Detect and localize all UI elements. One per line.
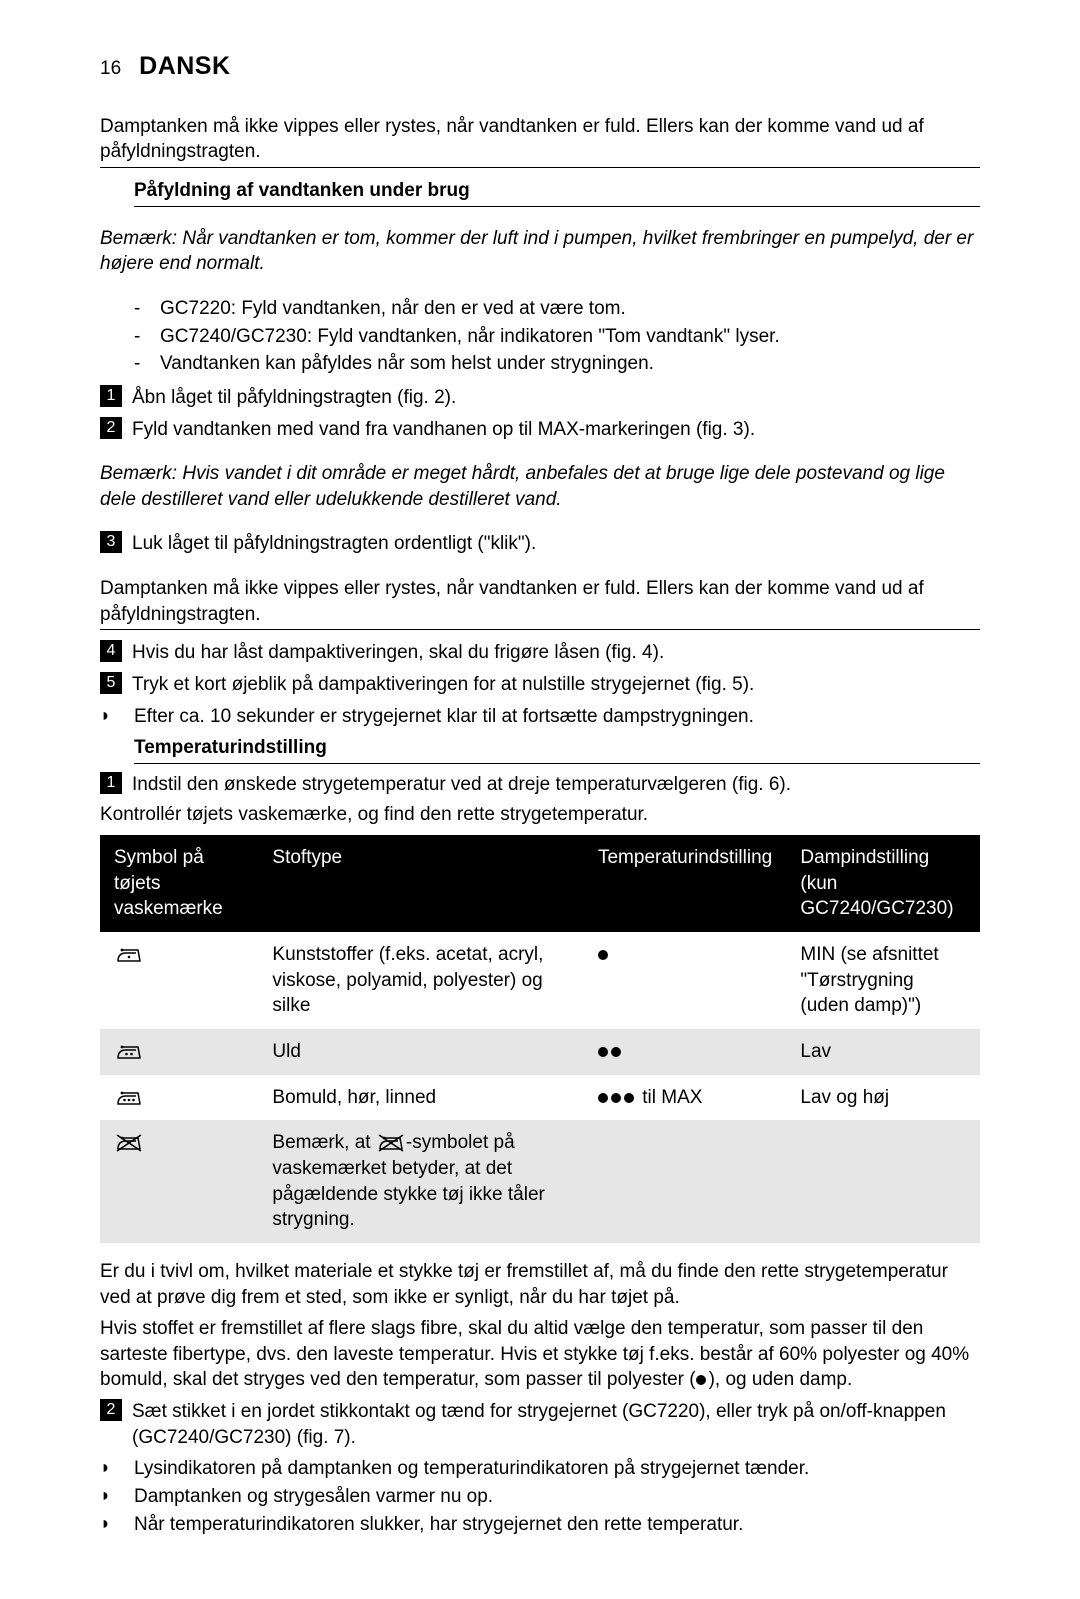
- cell-symbol: [100, 932, 258, 1029]
- dash-icon: -: [134, 296, 142, 322]
- table-row: Uld Lav: [100, 1029, 980, 1075]
- cell-steam: [786, 1120, 980, 1243]
- dot-icon: [598, 950, 608, 960]
- dash-icon: -: [134, 324, 142, 350]
- step-text: Åbn låget til påfyldningstragten (fig. 2…: [132, 385, 980, 411]
- note-fill: Bemærk: Når vandtanken er tom, kommer de…: [100, 226, 980, 277]
- cell-steam: MIN (se afsnittet "Tørstrygning (uden da…: [786, 932, 980, 1029]
- step-badge: 1: [100, 385, 122, 407]
- list-text: GC7220: Fyld vandtanken, når den er ved …: [160, 296, 626, 322]
- step-text: Indstil den ønskede strygetemperatur ved…: [132, 772, 980, 798]
- step-5: 5 Tryk et kort øjeblik på dampaktivering…: [100, 672, 980, 698]
- step-badge: 1: [100, 772, 122, 794]
- table-row: Bemærk, at -symbolet på vaskemærket bety…: [100, 1120, 980, 1243]
- bullet-icon: ◗: [100, 704, 122, 726]
- dot-icon: [624, 1093, 634, 1103]
- bullet-icon: ◗: [100, 1512, 122, 1534]
- cell-temp: [584, 932, 786, 1029]
- bullet-text: Damptanken og strygesålen varmer nu op.: [134, 1484, 493, 1510]
- heading-text: Påfyldning af vandtanken under brug: [134, 178, 470, 204]
- fabric-table: Symbol på tøjets vaskemærke Stoftype Tem…: [100, 835, 980, 1243]
- sub-bullet: ◗ Efter ca. 10 sekunder er strygejernet …: [100, 704, 980, 730]
- sub-bullet: ◗ Damptanken og strygesålen varmer nu op.: [100, 1484, 980, 1510]
- cell-temp: [584, 1029, 786, 1075]
- dot-icon: [598, 1093, 608, 1103]
- step-badge: 5: [100, 672, 122, 694]
- dot-icon: [598, 1047, 608, 1057]
- dash-icon: -: [134, 351, 142, 377]
- step-subtext: Kontrollér tøjets vaskemærke, og find de…: [100, 802, 980, 828]
- cell-steam: Lav: [786, 1029, 980, 1075]
- step-badge: 4: [100, 640, 122, 662]
- section-heading-fill: Påfyldning af vandtanken under brug: [134, 178, 980, 207]
- table-header-row: Symbol på tøjets vaskemærke Stoftype Tem…: [100, 835, 980, 932]
- cell-fabric: Kunststoffer (f.eks. acetat, acryl, visk…: [258, 932, 584, 1029]
- col-fabric: Stoftype: [258, 835, 584, 932]
- after-table-p1: Er du i tvivl om, hvilket materiale et s…: [100, 1259, 980, 1310]
- table-row: Kunststoffer (f.eks. acetat, acryl, visk…: [100, 932, 980, 1029]
- list-text: GC7240/GC7230: Fyld vandtanken, når indi…: [160, 324, 780, 350]
- sub-bullet: ◗ Lysindikatoren på damptanken og tempera…: [100, 1456, 980, 1482]
- step-text: Fyld vandtanken med vand fra vandhanen o…: [132, 417, 980, 443]
- cell-symbol: [100, 1120, 258, 1243]
- dot-icon: [611, 1093, 621, 1103]
- p2-b: ), og uden damp.: [709, 1369, 853, 1390]
- temp-step-1: 1 Indstil den ønskede strygetemperatur v…: [100, 772, 980, 798]
- step-text: Tryk et kort øjeblik på dampaktiveringen…: [132, 672, 980, 698]
- step-2: 2 Fyld vandtanken med vand fra vandhanen…: [100, 417, 980, 443]
- cell-steam: Lav og høj: [786, 1075, 980, 1121]
- language-title: DANSK: [139, 50, 230, 84]
- cell-fabric: Bomuld, hør, linned: [258, 1075, 584, 1121]
- warning-text: Damptanken må ikke vippes eller rystes, …: [100, 576, 980, 630]
- sub-bullet: ◗ Når temperaturindikatoren slukker, har …: [100, 1512, 980, 1538]
- step-1: 1 Åbn låget til påfyldningstragten (fig.…: [100, 385, 980, 411]
- dash-list: - GC7220: Fyld vandtanken, når den er ve…: [100, 296, 980, 377]
- cell-symbol: [100, 1029, 258, 1075]
- col-steam: Dampindstilling (kun GC7240/GC7230): [786, 835, 980, 932]
- list-item: - GC7220: Fyld vandtanken, når den er ve…: [134, 296, 980, 322]
- step-badge: 3: [100, 531, 122, 553]
- dot-icon: [696, 1375, 706, 1385]
- table-row: Bomuld, hør, linned til MAXLav og høj: [100, 1075, 980, 1121]
- dot-icon: [611, 1047, 621, 1057]
- cell-symbol: [100, 1075, 258, 1121]
- step-text: Sæt stikket i en jordet stikkontakt og t…: [132, 1399, 980, 1450]
- bullet-icon: ◗: [100, 1456, 122, 1478]
- section-heading-temp: Temperaturindstilling: [134, 735, 980, 764]
- manual-page: 16 DANSK Damptanken må ikke vippes eller…: [0, 0, 1080, 1599]
- cell-fabric: Uld: [258, 1029, 584, 1075]
- note-water: Bemærk: Hvis vandet i dit område er mege…: [100, 461, 980, 512]
- step-3: 3 Luk låget til påfyldningstragten orden…: [100, 531, 980, 557]
- step-badge: 2: [100, 1399, 122, 1421]
- page-header: 16 DANSK: [100, 50, 980, 84]
- page-number: 16: [100, 56, 121, 82]
- temp-step-2: 2 Sæt stikket i en jordet stikkontakt og…: [100, 1399, 980, 1450]
- list-item: - Vandtanken kan påfyldes når som helst …: [134, 351, 980, 377]
- step-text: Luk låget til påfyldningstragten ordentl…: [132, 531, 980, 557]
- bullet-text: Lysindikatoren på damptanken og temperat…: [134, 1456, 809, 1482]
- bullet-text: Efter ca. 10 sekunder er strygejernet kl…: [134, 704, 754, 730]
- bullet-icon: ◗: [100, 1484, 122, 1506]
- step-text: Hvis du har låst dampaktiveringen, skal …: [132, 640, 980, 666]
- heading-text: Temperaturindstilling: [134, 735, 327, 761]
- list-item: - GC7240/GC7230: Fyld vandtanken, når in…: [134, 324, 980, 350]
- col-temp: Temperaturindstilling: [584, 835, 786, 932]
- after-table-p2: Hvis stoffet er fremstillet af flere sla…: [100, 1316, 980, 1393]
- bullet-text: Når temperaturindikatoren slukker, har s…: [134, 1512, 743, 1538]
- cell-fabric: Bemærk, at -symbolet på vaskemærket bety…: [258, 1120, 584, 1243]
- warning-text: Damptanken må ikke vippes eller rystes, …: [100, 114, 980, 168]
- cell-temp: til MAX: [584, 1075, 786, 1121]
- list-text: Vandtanken kan påfyldes når som helst un…: [160, 351, 654, 377]
- col-symbol: Symbol på tøjets vaskemærke: [100, 835, 258, 932]
- cell-temp: [584, 1120, 786, 1243]
- step-4: 4 Hvis du har låst dampaktiveringen, ska…: [100, 640, 980, 666]
- step-badge: 2: [100, 417, 122, 439]
